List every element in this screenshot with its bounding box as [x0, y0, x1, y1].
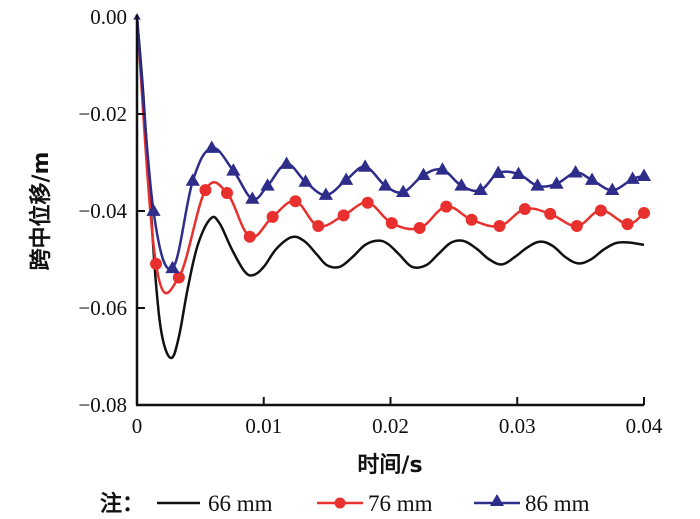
- data-point-76mm: [220, 187, 233, 200]
- axes: [135, 15, 644, 407]
- data-point-86mm: [165, 260, 180, 274]
- legend-label-76mm: 76 mm: [368, 491, 433, 516]
- data-point-86mm: [605, 182, 620, 196]
- data-point-76mm: [544, 207, 557, 220]
- legend-label-86mm: 86 mm: [525, 491, 590, 516]
- data-point-76mm: [570, 220, 583, 233]
- data-point-86mm: [204, 140, 219, 153]
- data-point-86mm: [625, 171, 640, 184]
- legend-marker-triangle: [490, 494, 504, 506]
- x-axis-title: 时间/s: [357, 453, 422, 478]
- data-point-76mm: [150, 257, 163, 270]
- legend-item-86mm: 86 mm: [474, 491, 590, 516]
- series-line-76mm: [135, 16, 645, 295]
- y-tick-label: −0.02: [78, 102, 127, 126]
- legend: 注： 66 mm 76 mm 86 mm: [100, 491, 590, 517]
- data-point-76mm: [289, 195, 302, 208]
- legend-label-66mm: 66 mm: [208, 491, 273, 516]
- data-point-76mm: [243, 230, 256, 243]
- data-point-76mm: [361, 196, 374, 209]
- data-point-86mm: [416, 167, 431, 180]
- data-point-76mm: [594, 204, 607, 217]
- data-point-86mm: [226, 163, 241, 176]
- data-point-76mm: [199, 184, 212, 197]
- data-point-86mm: [358, 159, 373, 172]
- data-point-86mm: [339, 172, 354, 185]
- data-point-86mm: [245, 191, 260, 204]
- data-point-86mm: [530, 178, 545, 191]
- x-tick-label: 0.03: [499, 414, 536, 438]
- data-point-86mm: [260, 178, 275, 191]
- data-point-86mm: [584, 172, 600, 185]
- ticks: 0 0.01 0.02 0.03 0.04 0.00 −0.02 −0.04 −0.06 −0.0…: [78, 5, 662, 438]
- data-point-76mm: [638, 206, 650, 219]
- data-point-86mm: [549, 176, 564, 189]
- data-point-76mm: [465, 213, 478, 226]
- data-point-86mm: [491, 165, 506, 179]
- y-tick-label: −0.08: [78, 393, 127, 417]
- data-point-86mm: [279, 156, 294, 169]
- legend-item-76mm: 76 mm: [317, 491, 433, 516]
- legend-item-66mm: 66 mm: [157, 491, 273, 516]
- series-line-66mm: [135, 16, 645, 360]
- data-point-76mm: [385, 217, 398, 230]
- data-point-86mm: [185, 173, 200, 186]
- data-point-86mm: [454, 178, 469, 191]
- data-point-86mm: [318, 187, 333, 200]
- data-point-86mm: [473, 182, 488, 196]
- y-tick-label: −0.06: [78, 296, 127, 320]
- data-point-86mm: [511, 166, 526, 180]
- y-tick-label: 0.00: [90, 5, 127, 29]
- legend-marker-circle: [334, 497, 346, 509]
- data-point-86mm: [396, 184, 411, 197]
- data-point-86mm: [146, 203, 161, 216]
- data-point-76mm: [621, 218, 634, 231]
- y-tick-label: −0.04: [78, 199, 127, 223]
- data-point-76mm: [518, 203, 531, 216]
- x-tick-label: 0.01: [245, 414, 282, 438]
- legend-prefix: 注：: [100, 491, 144, 517]
- data-point-76mm: [337, 209, 350, 222]
- plot-lines: [133, 13, 652, 360]
- x-tick-label: 0.02: [372, 414, 409, 438]
- data-point-76mm: [266, 210, 279, 223]
- data-point-76mm: [440, 200, 453, 213]
- data-point-86mm: [568, 165, 583, 178]
- data-point-76mm: [172, 271, 185, 284]
- data-point-76mm: [493, 220, 506, 233]
- data-point-76mm: [413, 221, 426, 234]
- data-point-86mm: [636, 168, 652, 181]
- data-point-86mm: [378, 178, 393, 191]
- x-tick-label: 0.04: [626, 414, 663, 438]
- data-point-86mm: [298, 174, 313, 187]
- x-tick-label: 0: [132, 414, 143, 438]
- data-point-76mm: [312, 220, 325, 233]
- y-axis-title: 跨中位移/m: [28, 152, 54, 271]
- data-point-86mm: [435, 162, 450, 175]
